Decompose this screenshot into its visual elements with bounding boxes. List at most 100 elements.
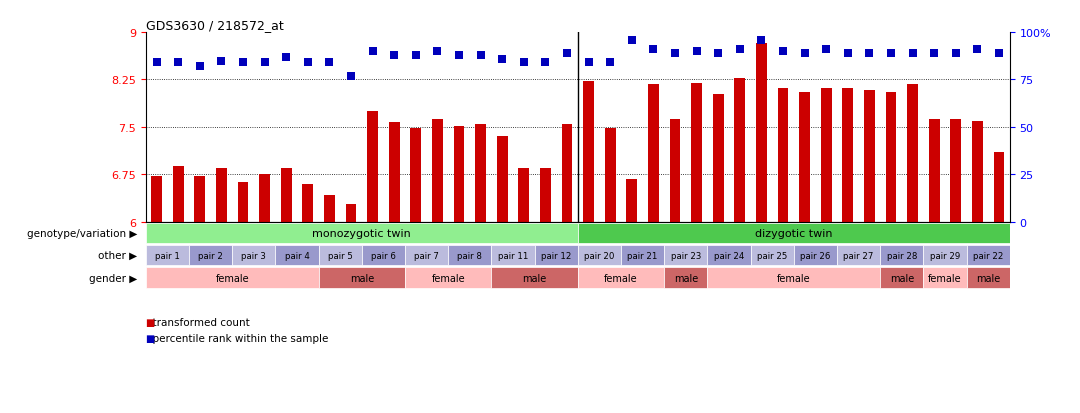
Bar <box>232 245 275 266</box>
Text: pair 23: pair 23 <box>671 251 701 260</box>
Bar <box>648 85 659 222</box>
Point <box>904 50 921 57</box>
Text: male: male <box>523 273 546 283</box>
Bar <box>535 245 578 266</box>
Text: pair 3: pair 3 <box>241 251 267 260</box>
Point <box>688 49 705 55</box>
Point <box>407 52 424 59</box>
Text: pair 25: pair 25 <box>757 251 787 260</box>
Point <box>342 73 360 80</box>
Text: pair 6: pair 6 <box>370 251 396 260</box>
Bar <box>491 268 578 288</box>
Text: monozygotic twin: monozygotic twin <box>312 228 411 238</box>
Point <box>645 47 662 53</box>
Text: pair 26: pair 26 <box>800 251 831 260</box>
Bar <box>664 245 707 266</box>
Point <box>299 60 316 66</box>
Bar <box>621 245 664 266</box>
Text: pair 20: pair 20 <box>584 251 615 260</box>
Text: pair 2: pair 2 <box>198 251 224 260</box>
Bar <box>475 124 486 222</box>
Bar <box>405 268 491 288</box>
Point <box>731 47 748 53</box>
Point <box>861 50 878 57</box>
Point <box>515 60 532 66</box>
Text: pair 28: pair 28 <box>887 251 917 260</box>
Bar <box>778 88 788 222</box>
Point <box>472 52 489 59</box>
Text: other ▶: other ▶ <box>98 251 137 261</box>
Bar <box>302 184 313 222</box>
Point <box>839 50 856 57</box>
Bar <box>562 124 572 222</box>
Bar <box>319 245 362 266</box>
Point <box>170 60 187 66</box>
Text: ■: ■ <box>145 334 154 344</box>
Point <box>710 50 727 57</box>
Text: female: female <box>777 273 811 283</box>
Bar <box>691 83 702 222</box>
Bar <box>324 195 335 222</box>
Text: pair 7: pair 7 <box>414 251 440 260</box>
Bar <box>189 245 232 266</box>
Bar <box>540 169 551 222</box>
Bar <box>994 153 1004 222</box>
Bar <box>281 169 292 222</box>
Bar <box>151 177 162 222</box>
Bar <box>967 268 1010 288</box>
Bar <box>923 268 967 288</box>
Point <box>947 50 964 57</box>
Point <box>213 58 230 65</box>
Bar <box>842 88 853 222</box>
Bar <box>707 268 880 288</box>
Bar <box>346 204 356 222</box>
Bar <box>626 179 637 222</box>
Point <box>774 49 792 55</box>
Bar <box>880 245 923 266</box>
Bar <box>799 93 810 222</box>
Bar <box>751 245 794 266</box>
Point <box>666 50 684 57</box>
Bar <box>967 245 1010 266</box>
Point <box>494 56 511 63</box>
Bar <box>146 245 189 266</box>
Bar <box>929 120 940 222</box>
Text: male: male <box>890 273 914 283</box>
Point <box>321 60 338 66</box>
Bar <box>907 85 918 222</box>
Bar <box>146 268 319 288</box>
Bar <box>605 129 616 222</box>
Bar <box>578 223 1010 243</box>
Text: female: female <box>604 273 638 283</box>
Point <box>537 60 554 66</box>
Bar <box>578 268 664 288</box>
Bar <box>405 245 448 266</box>
Bar <box>583 82 594 222</box>
Text: pair 5: pair 5 <box>327 251 353 260</box>
Bar <box>880 268 923 288</box>
Text: percentile rank within the sample: percentile rank within the sample <box>146 334 328 344</box>
Text: male: male <box>976 273 1000 283</box>
Bar <box>707 245 751 266</box>
Point <box>191 64 208 70</box>
Text: pair 29: pair 29 <box>930 251 960 260</box>
Bar <box>389 123 400 222</box>
Text: transformed count: transformed count <box>146 317 249 327</box>
Point <box>990 50 1008 57</box>
Bar <box>713 95 724 222</box>
Point <box>602 60 619 66</box>
Bar <box>756 44 767 222</box>
Text: pair 1: pair 1 <box>154 251 180 260</box>
Bar <box>410 129 421 222</box>
Bar <box>362 245 405 266</box>
Text: pair 21: pair 21 <box>627 251 658 260</box>
Text: pair 8: pair 8 <box>457 251 483 260</box>
Point <box>234 60 252 66</box>
Bar <box>454 126 464 222</box>
Bar <box>275 245 319 266</box>
Text: male: male <box>674 273 698 283</box>
Bar <box>794 245 837 266</box>
Bar <box>518 169 529 222</box>
Bar <box>194 177 205 222</box>
Point <box>429 49 446 55</box>
